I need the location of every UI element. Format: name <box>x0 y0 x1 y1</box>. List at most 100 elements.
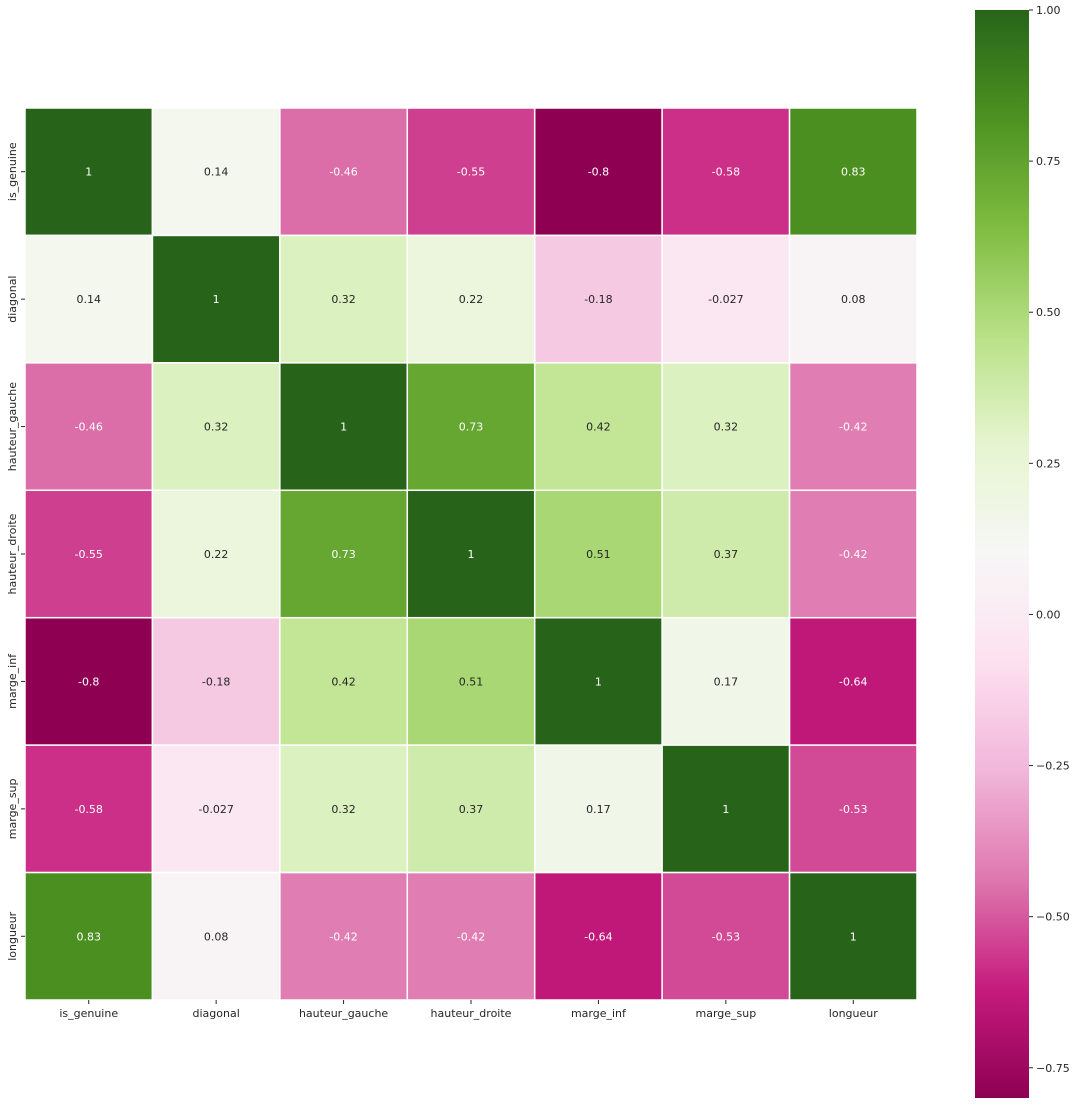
heatmap-cell <box>661 362 791 492</box>
colorbar-tick-label: 1.00 <box>1036 4 1061 17</box>
cell-value-label: 0.51 <box>586 548 611 561</box>
heatmap-cell <box>406 362 536 492</box>
cell-value-label: -0.8 <box>588 166 609 179</box>
heatmap-cell <box>151 362 281 492</box>
cell-value-label: -0.55 <box>74 548 102 561</box>
heatmap-cell <box>406 744 536 874</box>
y-tick-label: hauteur_droite <box>6 513 19 594</box>
colorbar-tick-label: −0.50 <box>1036 911 1070 924</box>
heatmap-cell <box>661 871 791 1001</box>
heatmap-cell <box>151 744 281 874</box>
cell-value-label: -0.027 <box>708 293 743 306</box>
cell-value-label: 1 <box>213 293 220 306</box>
x-tick-label: hauteur_gauche <box>299 1007 388 1020</box>
cell-value-label: 0.32 <box>331 293 356 306</box>
heatmap-cells: 1 0.14 -0.46 -0.55 -0.8 -0.58 0.83 0.14 1 0.32 0.2… <box>24 107 918 1001</box>
heatmap-cell <box>151 107 281 237</box>
heatmap-cell <box>788 489 918 619</box>
cell-value-label: -0.53 <box>712 930 740 943</box>
heatmap-cell <box>279 107 409 237</box>
colorbar-tick-label: −0.75 <box>1036 1062 1070 1075</box>
cell-value-label: 0.32 <box>331 803 356 816</box>
cell-value-label: -0.46 <box>329 166 357 179</box>
heatmap-cell <box>279 871 409 1001</box>
heatmap-cell <box>24 871 154 1001</box>
cell-value-label: -0.58 <box>74 803 102 816</box>
heatmap-cell <box>533 107 663 237</box>
cell-value-label: 0.73 <box>331 548 356 561</box>
heatmap-cell <box>533 744 663 874</box>
x-tick-label: is_genuine <box>59 1007 118 1020</box>
heatmap-cell <box>24 616 154 746</box>
cell-value-label: 0.83 <box>76 930 101 943</box>
heatmap-cell <box>279 234 409 364</box>
x-axis-ticks: is_genuine diagonal hauteur_gauche hauteur_… <box>59 1000 878 1020</box>
cell-value-label: 0.42 <box>586 421 611 434</box>
heatmap-cell <box>788 744 918 874</box>
heatmap-cell <box>661 234 791 364</box>
colorbar: 1.00 0.75 0.50 0.25 0.00 −0.25 −0.50 −0.75 <box>975 4 1070 1098</box>
heatmap-cell <box>406 107 536 237</box>
cell-value-label: 0.17 <box>586 803 611 816</box>
cell-value-label: 0.51 <box>459 675 484 688</box>
cell-value-label: -0.55 <box>457 166 485 179</box>
cell-value-label: 0.42 <box>331 675 356 688</box>
heatmap-cell <box>661 489 791 619</box>
cell-value-label: -0.58 <box>712 166 740 179</box>
heatmap-cell <box>24 107 154 237</box>
cell-value-label: -0.42 <box>457 930 485 943</box>
y-tick-label: diagonal <box>6 276 19 323</box>
heatmap-cell <box>279 744 409 874</box>
heatmap-cell <box>533 871 663 1001</box>
colorbar-tick-label: 0.25 <box>1036 457 1061 470</box>
heatmap-cell <box>788 871 918 1001</box>
heatmap-cell <box>788 362 918 492</box>
cell-value-label: 0.32 <box>714 421 739 434</box>
cell-value-label: -0.64 <box>584 930 612 943</box>
heatmap-cell <box>788 234 918 364</box>
cell-value-label: -0.42 <box>839 548 867 561</box>
cell-value-label: 0.22 <box>459 293 484 306</box>
heatmap-cell <box>533 362 663 492</box>
heatmap-cell <box>24 744 154 874</box>
cell-value-label: 0.14 <box>76 293 101 306</box>
y-tick-label: marge_inf <box>6 653 19 709</box>
cell-value-label: 0.17 <box>714 675 739 688</box>
y-tick-label: longueur <box>6 911 19 960</box>
cell-value-label: 1 <box>340 421 347 434</box>
cell-value-label: 1 <box>595 675 602 688</box>
x-tick-label: marge_sup <box>695 1007 756 1020</box>
colorbar-gradient <box>975 10 1029 1098</box>
cell-value-label: -0.18 <box>202 675 230 688</box>
cell-value-label: 0.14 <box>204 166 229 179</box>
cell-value-label: 1 <box>468 548 475 561</box>
cell-value-label: 0.32 <box>204 421 229 434</box>
colorbar-tick-label: 0.50 <box>1036 306 1061 319</box>
cell-value-label: -0.42 <box>329 930 357 943</box>
heatmap-cell <box>661 107 791 237</box>
cell-value-label: 0.73 <box>459 421 484 434</box>
cell-value-label: -0.027 <box>198 803 233 816</box>
heatmap-cell <box>788 616 918 746</box>
cell-value-label: 0.37 <box>714 548 739 561</box>
y-axis-ticks: is_genuine diagonal hauteur_gauche hauteur_… <box>6 142 25 961</box>
cell-value-label: -0.64 <box>839 675 867 688</box>
y-tick-label: is_genuine <box>6 142 19 201</box>
heatmap-cell <box>151 489 281 619</box>
cell-value-label: -0.46 <box>74 421 102 434</box>
heatmap-cell <box>24 489 154 619</box>
cell-value-label: 0.08 <box>204 930 229 943</box>
cell-value-label: 0.83 <box>841 166 866 179</box>
heatmap-cell <box>279 362 409 492</box>
y-tick-label: marge_sup <box>6 778 19 839</box>
y-tick-label: hauteur_gauche <box>6 382 19 471</box>
x-tick-label: diagonal <box>193 1007 240 1020</box>
heatmap-cell <box>406 871 536 1001</box>
heatmap-cell <box>533 234 663 364</box>
cell-value-label: -0.8 <box>78 675 99 688</box>
colorbar-tick-label: −0.25 <box>1036 760 1070 773</box>
cell-value-label: 1 <box>85 166 92 179</box>
cell-value-label: -0.53 <box>839 803 867 816</box>
cell-value-label: -0.42 <box>839 421 867 434</box>
